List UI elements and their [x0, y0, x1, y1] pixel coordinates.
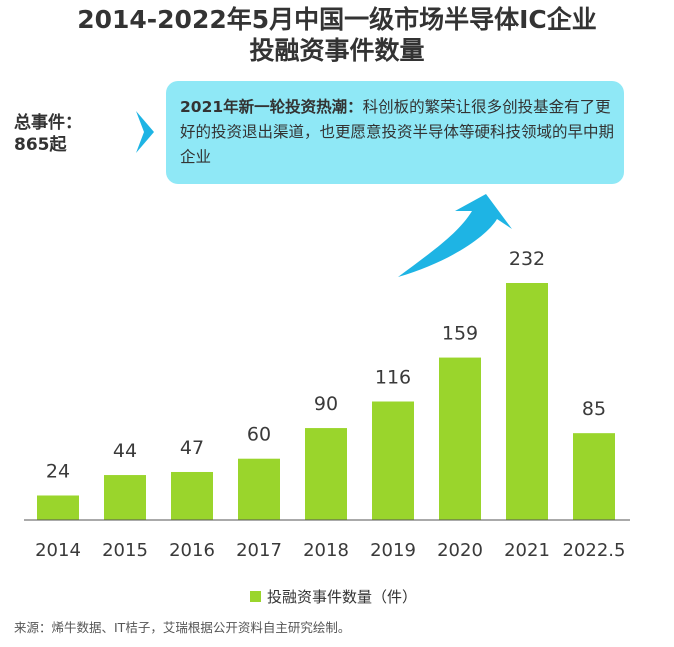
chevron-right-icon [136, 111, 154, 153]
legend-swatch [250, 591, 261, 602]
category-label-2014: 2014 [35, 540, 81, 561]
total-events-value: 865起 [14, 135, 67, 155]
callout-highlight: 2021年新一轮投资热潮： [180, 98, 363, 116]
bar-2015 [104, 475, 146, 520]
bar-2016 [171, 471, 213, 520]
value-label-2018: 90 [314, 393, 338, 415]
category-label-2019: 2019 [370, 540, 416, 561]
value-label-2019: 116 [375, 367, 411, 389]
value-label-2021: 232 [509, 248, 545, 270]
category-label-2015: 2015 [102, 540, 148, 561]
bar-2017 [238, 458, 280, 520]
bar-2018 [305, 428, 347, 520]
callout-text: 科创板的繁荣让很多创投基金有了更好的投资退出渠道，也更愿意投资半导体等硬科技领域… [180, 98, 615, 166]
callout-box: 2021年新一轮投资热潮：科创板的繁荣让很多创投基金有了更好的投资退出渠道，也更… [166, 81, 624, 184]
value-label-2015: 44 [113, 440, 137, 462]
value-label-2017: 60 [247, 424, 271, 446]
bar-2020 [439, 357, 481, 520]
category-label-2021: 2021 [504, 540, 550, 561]
category-label-2020: 2020 [437, 540, 483, 561]
value-label-2016: 47 [180, 437, 204, 459]
bar-2019 [372, 401, 414, 520]
value-label-2022.5: 85 [582, 398, 606, 420]
value-label-2014: 24 [46, 460, 70, 482]
category-label-2018: 2018 [303, 540, 349, 561]
total-events: 总事件： 865起 [14, 112, 134, 156]
legend: 投融资事件数量（件） [250, 586, 417, 608]
category-label-2022.5: 2022.5 [563, 540, 626, 561]
source-note: 来源：烯牛数据、IT桔子，艾瑞根据公开资料自主研究绘制。 [14, 620, 351, 635]
total-events-label: 总事件： [14, 113, 82, 133]
bar-2021 [506, 283, 548, 520]
chart-title: 2014-2022年5月中国一级市场半导体IC企业 投融资事件数量 [0, 4, 674, 66]
chart-title-line2: 投融资事件数量 [249, 36, 425, 65]
legend-label: 投融资事件数量（件） [267, 588, 418, 606]
bar-2014 [37, 495, 79, 520]
bar-2022.5 [573, 433, 615, 520]
category-label-2016: 2016 [169, 540, 215, 561]
chart-title-line1: 2014-2022年5月中国一级市场半导体IC企业 [77, 5, 597, 34]
value-label-2020: 159 [442, 323, 478, 345]
category-label-2017: 2017 [236, 540, 282, 561]
